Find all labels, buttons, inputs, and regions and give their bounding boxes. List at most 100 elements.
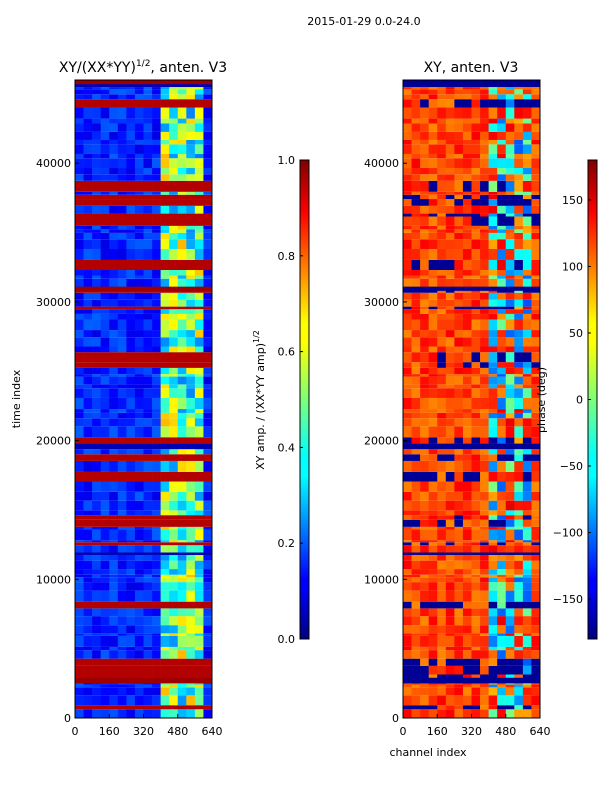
amplitude-cell <box>109 94 119 100</box>
amplitude-cell <box>83 608 93 617</box>
phase-cell <box>428 213 438 217</box>
phase-cell <box>403 270 412 276</box>
phase-cell <box>497 270 507 276</box>
phase-cell <box>522 510 532 516</box>
phase-cell <box>514 229 524 233</box>
phase-x-tick-label: 320 <box>461 725 482 738</box>
phase-cell <box>531 337 541 347</box>
phase-cell <box>420 554 429 561</box>
amplitude-cell <box>100 418 110 427</box>
phase-cell <box>488 278 498 289</box>
amplitude-cell <box>92 569 101 575</box>
amplitude-cell <box>203 319 213 331</box>
phase-cell <box>437 352 447 363</box>
phase-cell <box>428 239 438 249</box>
phase-flag-band <box>403 286 540 291</box>
phase-cell <box>437 409 447 413</box>
phase-cell <box>403 275 412 279</box>
amplitude-cell <box>143 225 153 230</box>
amplitude-cell <box>186 199 196 206</box>
phase-cell <box>531 529 541 541</box>
phase-cell <box>497 608 507 617</box>
phase-cell <box>403 560 412 570</box>
phase-cell <box>514 384 524 389</box>
amplitude-cell <box>83 168 93 175</box>
amplitude-cell <box>169 259 179 271</box>
phase-cell <box>411 144 421 154</box>
phase-cell <box>445 168 455 175</box>
amplitude-cell <box>203 449 213 455</box>
phase-cell <box>462 313 472 320</box>
phase-cell <box>471 687 481 696</box>
amplitude-cell <box>109 337 119 347</box>
phase-cell <box>454 658 464 666</box>
phase-cell <box>505 225 515 230</box>
amplitude-cell <box>100 168 110 175</box>
phase-cell <box>428 259 438 271</box>
amplitude-cell <box>126 695 136 706</box>
amplitude-cell <box>134 491 144 501</box>
phase-cell <box>403 705 412 710</box>
amplitude-cell <box>134 646 144 651</box>
phase-cell <box>437 384 447 389</box>
amplitude-cell <box>152 449 161 455</box>
amplitude-cell <box>75 199 84 206</box>
phase-cell <box>445 471 455 482</box>
amplitude-cell <box>126 437 136 444</box>
phase-cell <box>403 658 412 666</box>
phase-cell <box>403 616 412 626</box>
amplitude-cell <box>203 519 213 527</box>
amplitude-cell <box>92 388 101 398</box>
phase-cell <box>497 232 507 240</box>
amplitude-cell <box>186 213 196 217</box>
amplitude-cell <box>134 481 144 492</box>
amplitude-cell <box>177 191 187 195</box>
phase-cell <box>505 409 515 413</box>
phase-cell <box>497 449 507 455</box>
phase-cell <box>411 158 421 169</box>
phase-cell <box>403 582 412 591</box>
amplitude-cell <box>186 144 196 154</box>
phase-cell <box>531 194 541 200</box>
amplitude-cell <box>126 194 136 200</box>
amplitude-cell <box>152 515 161 520</box>
phase-cell <box>411 225 421 230</box>
phase-cell <box>437 216 447 226</box>
phase-cell <box>420 650 429 659</box>
amplitude-cell <box>75 248 84 260</box>
phase-cell <box>471 608 481 617</box>
phase-cell <box>514 168 524 175</box>
amplitude-cell <box>109 674 119 681</box>
phase-cell <box>488 635 498 647</box>
amplitude-cell <box>203 232 213 240</box>
phase-cell <box>471 454 481 461</box>
amplitude-cell <box>83 412 93 419</box>
amplitude-cell <box>169 608 179 617</box>
phase-cell <box>454 346 464 353</box>
phase-cell <box>411 89 421 95</box>
amplitude-cell <box>194 437 204 444</box>
amplitude-cell <box>117 545 127 553</box>
amplitude-cell <box>152 107 161 119</box>
amplitude-cell <box>83 526 93 530</box>
amplitude-cell <box>75 292 84 300</box>
amplitude-cell <box>117 89 127 95</box>
amplitude-cell <box>83 107 93 119</box>
phase-cell <box>454 601 464 609</box>
phase-cell <box>462 158 472 169</box>
phase-cell <box>437 397 447 410</box>
amplitude-cell <box>134 352 144 363</box>
amplitude-cell <box>194 99 204 108</box>
phase-cell <box>522 225 532 230</box>
phase-cell <box>445 213 455 217</box>
amplitude-cell <box>75 552 84 555</box>
phase-cell <box>411 337 421 347</box>
amplitude-cell <box>143 107 153 119</box>
amplitude-cell <box>143 529 153 541</box>
amplitude-cell <box>83 367 93 375</box>
amplitude-cell <box>194 560 204 570</box>
phase-cell <box>488 94 498 100</box>
amplitude-cell <box>83 491 93 501</box>
amplitude-cell <box>177 123 187 132</box>
phase-cell <box>428 471 438 482</box>
